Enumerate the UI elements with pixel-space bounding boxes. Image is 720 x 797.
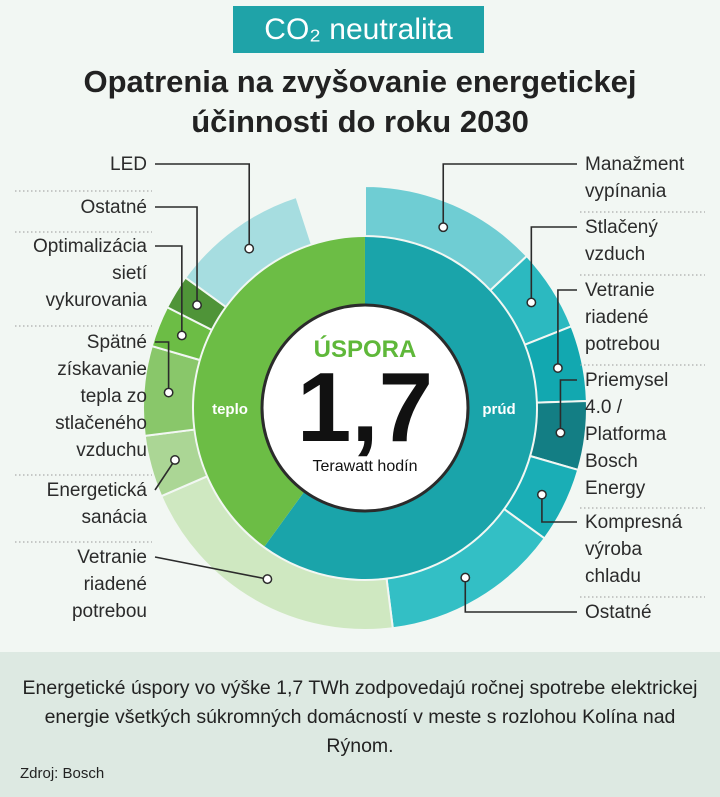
leader-line-prud-priemysel-4-0-platforma-bosch-energy bbox=[559, 379, 577, 433]
segment-label-teplo-optimalizacia-sieti-vykurovania-line-2: sietí bbox=[112, 263, 148, 284]
leader-line-prud-manazment-vypinania bbox=[442, 163, 577, 228]
segment-label-prud-vetranie-riadene-potrebou-line-1: Vetranie bbox=[585, 280, 655, 301]
leader-dot-teplo-vetranie-riadene-potrebou bbox=[262, 574, 273, 585]
segment-label-teplo-spatne-ziskavanie-tepla-zo-stlaceneho-vzduchu-line-1: Spätné bbox=[87, 332, 147, 353]
inner-label-teplo: teplo bbox=[212, 401, 248, 418]
page-title: Opatrenia na zvyšovanie energetickej úči… bbox=[0, 62, 720, 142]
segment-label-prud-priemysel-4-0-platforma-bosch-energy-line-5: Energy bbox=[585, 478, 646, 499]
segment-label-prud-vetranie-riadene-potrebou-line-2: riadené bbox=[585, 307, 648, 328]
segment-label-teplo-optimalizacia-sieti-vykurovania-line-1: Optimalizácia bbox=[33, 236, 147, 257]
inner-label-prud: prúd bbox=[482, 401, 515, 418]
segment-label-teplo-spatne-ziskavanie-tepla-zo-stlaceneho-vzduchu-line-2: získavanie bbox=[57, 359, 147, 380]
segment-label-prud-vetranie-riadene-potrebou-line-3: potrebou bbox=[585, 334, 660, 355]
leader-dot-prud-ostatne bbox=[460, 572, 471, 583]
segment-label-teplo-vetranie-riadene-potrebou-line-3: potrebou bbox=[72, 601, 147, 622]
leader-line-prud-led bbox=[155, 163, 251, 249]
leader-line-prud-ostatne bbox=[464, 577, 577, 613]
segment-label-prud-kompresna-vyroba-chladu-line-2: výroba bbox=[585, 539, 642, 560]
label-separators bbox=[15, 190, 705, 598]
center-label: ÚSPORA bbox=[314, 335, 417, 363]
segment-label-teplo-energeticka-sanacia-line-1: Energetická bbox=[47, 480, 148, 501]
leader-lines bbox=[154, 163, 577, 613]
source-note: Zdroj: Bosch bbox=[20, 765, 105, 782]
segment-label-teplo-ostatne-line-1: Ostatné bbox=[80, 197, 147, 218]
leader-line-teplo-vetranie-riadene-potrebou bbox=[154, 556, 268, 580]
leader-dot-prud-kompresna-vyroba-chladu bbox=[536, 489, 547, 500]
energy-savings-donut-chart: Manažment vypínania Stlačený vzduch Vetranie… bbox=[15, 154, 705, 631]
center-value: 1,7 bbox=[297, 352, 433, 462]
segment-label-teplo-vetranie-riadene-potrebou-line-2: riadené bbox=[84, 574, 147, 595]
leader-line-prud-kompresna-vyroba-chladu bbox=[541, 494, 577, 523]
leader-line-teplo-energeticka-sanacia bbox=[154, 459, 176, 491]
segment-label-teplo-optimalizacia-sieti-vykurovania-line-3: vykurovania bbox=[46, 290, 148, 311]
leader-dot-prud-stlaceny-vzduch bbox=[526, 297, 537, 308]
title-line-2: účinnosti do roku 2030 bbox=[191, 104, 529, 139]
segment-label-prud-kompresna-vyroba-chladu-line-3: chladu bbox=[585, 566, 641, 587]
segment-label-prud-priemysel-4-0-platforma-bosch-energy-line-2: 4.0 / bbox=[585, 397, 623, 418]
leader-line-prud-vetranie-riadene-potrebou bbox=[557, 289, 577, 369]
segment-label-teplo-vetranie-riadene-potrebou-line-1: Vetranie bbox=[77, 547, 147, 568]
leader-dot-prud-led bbox=[244, 243, 255, 254]
segment-label-teplo-energeticka-sanacia-line-2: sanácia bbox=[82, 507, 148, 528]
segment-label-teplo-spatne-ziskavanie-tepla-zo-stlaceneho-vzduchu-line-5: vzduchu bbox=[76, 440, 147, 461]
segment-label-prud-manazment-vypinania-line-2: vypínania bbox=[585, 181, 667, 202]
segment-label-teplo-spatne-ziskavanie-tepla-zo-stlaceneho-vzduchu-line-3: tepla zo bbox=[80, 386, 147, 407]
center-disc bbox=[260, 303, 470, 513]
segment-label-prud-priemysel-4-0-platforma-bosch-energy-line-4: Bosch bbox=[585, 451, 638, 472]
footer: Energetické úspory vo výške 1,7 TWh zodp… bbox=[0, 652, 720, 797]
leader-dot-teplo-optimalizacia-sieti-vykurovania bbox=[176, 330, 187, 341]
segment-label-prud-ostatne-line-1: Ostatné bbox=[585, 602, 652, 623]
segment-label-prud-stlaceny-vzduch-line-2: vzduch bbox=[585, 244, 645, 265]
footer-note: Energetické úspory vo výške 1,7 TWh zodp… bbox=[22, 677, 698, 757]
leader-dot-prud-priemysel-4-0-platforma-bosch-energy bbox=[555, 427, 566, 438]
leader-line-teplo-optimalizacia-sieti-vykurovania bbox=[155, 245, 183, 336]
inner-ring bbox=[193, 237, 536, 579]
segment-label-prud-stlaceny-vzduch-line-1: Stlačený bbox=[585, 217, 658, 238]
segment-label-prud-kompresna-vyroba-chladu-line-1: Kompresná bbox=[585, 512, 683, 533]
center-unit: Terawatt hodín bbox=[313, 458, 418, 475]
leader-dot-prud-vetranie-riadene-potrebou bbox=[552, 363, 563, 374]
segment-labels: Manažment vypínania Stlačený vzduch Vetranie… bbox=[33, 154, 685, 623]
leader-dot-teplo-ostatne bbox=[192, 300, 202, 311]
segment-label-teplo-spatne-ziskavanie-tepla-zo-stlaceneho-vzduchu-line-4: stlačeného bbox=[55, 413, 147, 434]
inner-segment-teplo bbox=[193, 237, 365, 547]
leader-line-teplo-spatne-ziskavanie-tepla-zo-stlaceneho-vzduchu bbox=[155, 341, 170, 393]
leader-dot-teplo-energeticka-sanacia bbox=[170, 455, 180, 465]
leader-dot-prud-manazment-vypinania bbox=[438, 222, 449, 233]
title-line-1: Opatrenia na zvyšovanie energetickej bbox=[83, 64, 637, 99]
outer-ring bbox=[142, 184, 588, 631]
segment-label-prud-led-line-1: LED bbox=[110, 154, 147, 175]
inner-segment-prud bbox=[264, 237, 536, 579]
segment-label-prud-priemysel-4-0-platforma-bosch-energy-line-3: Platforma bbox=[585, 424, 667, 445]
topic-badge: CO₂ neutralita bbox=[233, 6, 484, 53]
leader-dot-teplo-spatne-ziskavanie-tepla-zo-stlaceneho-vzduchu bbox=[163, 387, 174, 398]
leader-line-teplo-ostatne bbox=[155, 206, 198, 306]
segment-label-prud-priemysel-4-0-platforma-bosch-energy-line-1: Priemysel bbox=[585, 370, 668, 391]
segment-label-prud-manazment-vypinania-line-1: Manažment bbox=[585, 154, 685, 175]
leader-line-prud-stlaceny-vzduch bbox=[530, 226, 577, 303]
